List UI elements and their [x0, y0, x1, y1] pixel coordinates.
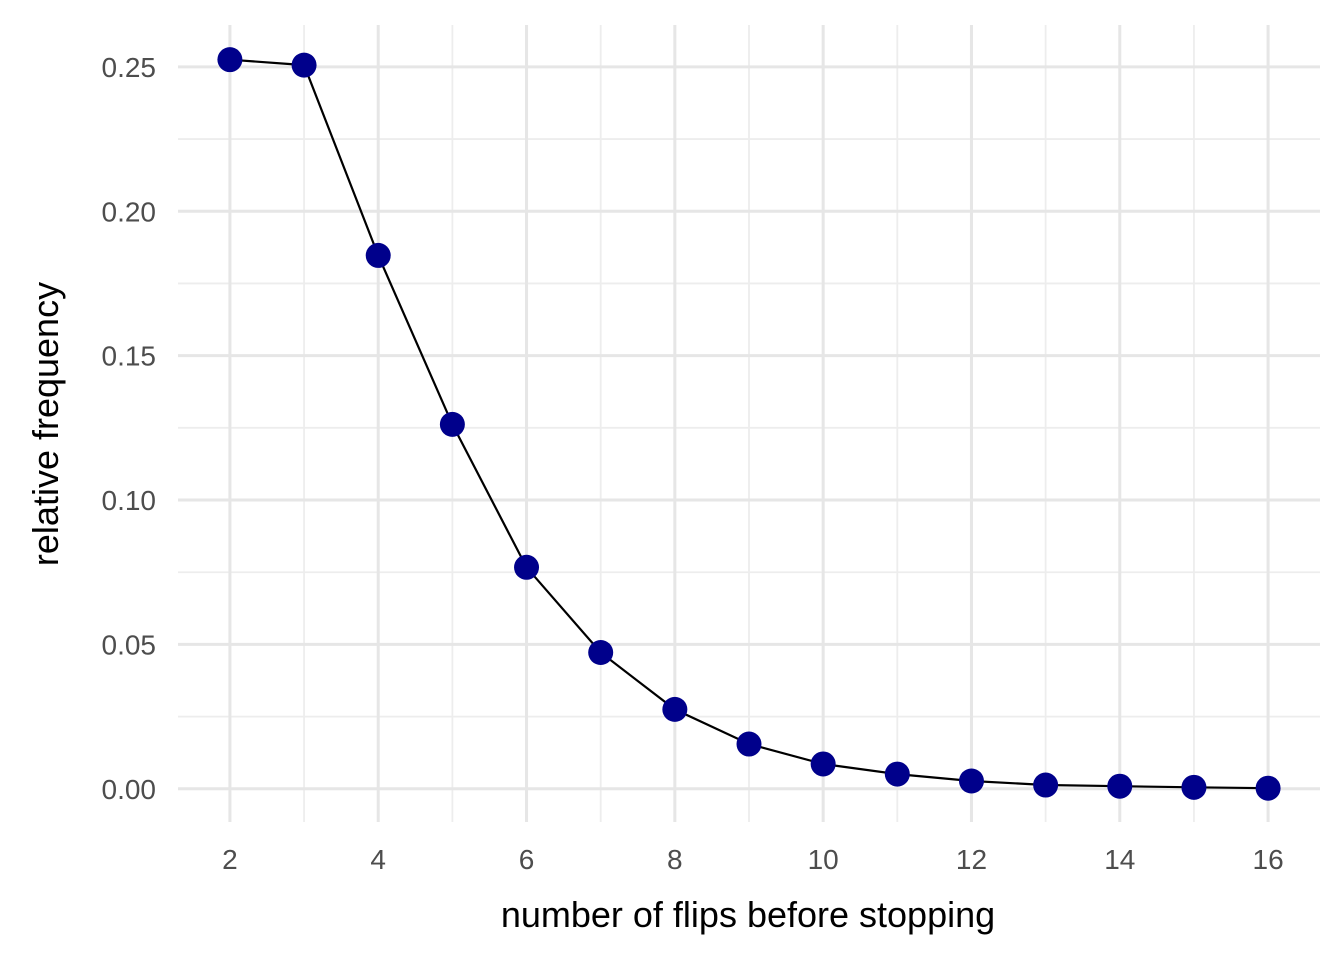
y-tick-label: 0.00 [102, 774, 157, 805]
y-tick-label: 0.05 [102, 629, 157, 660]
y-axis-title: relative frequency [25, 282, 66, 566]
data-point [1181, 774, 1207, 800]
x-tick-label: 14 [1104, 844, 1135, 875]
x-axis-ticks: 2 4 6 8 10 12 14 16 [222, 844, 1284, 875]
y-tick-label: 0.25 [102, 52, 157, 83]
data-point [1033, 772, 1059, 798]
data-point [291, 52, 317, 78]
y-tick-label: 0.20 [102, 196, 157, 227]
data-point [439, 411, 465, 437]
x-tick-label: 2 [222, 844, 238, 875]
major-gridlines [178, 25, 1320, 822]
data-point [588, 639, 614, 665]
data-point [884, 761, 910, 787]
data-point [1107, 773, 1133, 799]
x-tick-label: 8 [667, 844, 683, 875]
x-tick-label: 10 [808, 844, 839, 875]
data-point [1255, 775, 1281, 801]
data-point [365, 242, 391, 268]
data-point [736, 731, 762, 757]
series-layer [217, 47, 1281, 801]
y-axis-ticks: 0.00 0.05 0.10 0.15 0.20 0.25 [102, 52, 157, 805]
x-axis-title: number of flips before stopping [501, 894, 995, 935]
x-tick-label: 12 [956, 844, 987, 875]
y-tick-label: 0.15 [102, 341, 157, 372]
data-point [514, 554, 540, 580]
data-point [662, 696, 688, 722]
x-tick-label: 16 [1253, 844, 1284, 875]
y-tick-label: 0.10 [102, 485, 157, 516]
data-point [217, 47, 243, 73]
data-point [958, 768, 984, 794]
minor-gridlines [178, 25, 1320, 822]
data-point [810, 751, 836, 777]
x-tick-label: 4 [370, 844, 386, 875]
x-tick-label: 6 [519, 844, 535, 875]
